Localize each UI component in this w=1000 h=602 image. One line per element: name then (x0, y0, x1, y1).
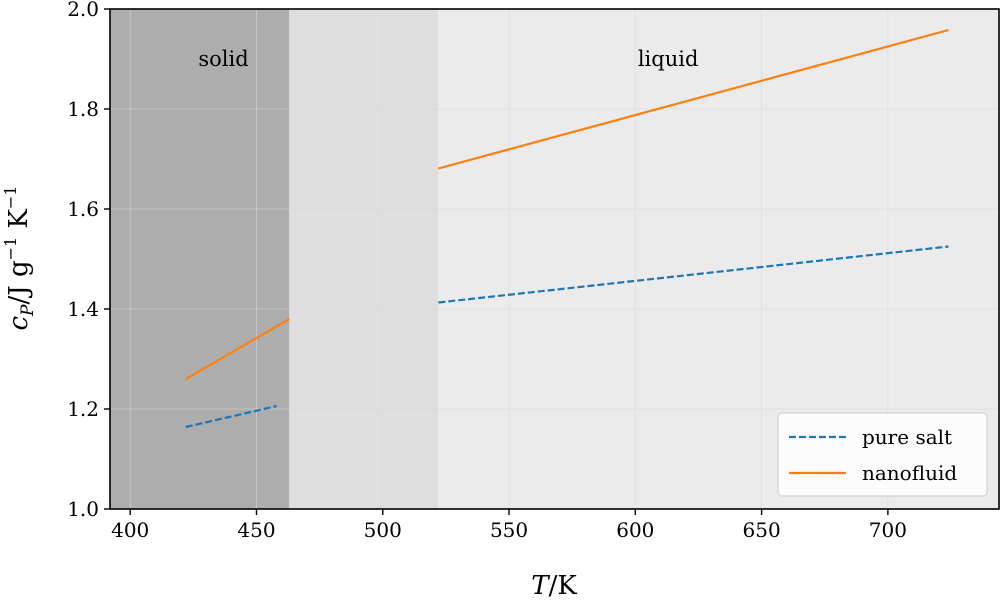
x-axis-symbol: T (531, 571, 550, 601)
series-0-segment-0 (185, 404, 277, 429)
x-tick-label-1: 450 (237, 518, 275, 542)
x-tick-label-0: 400 (111, 518, 149, 542)
y-axis-title: cP/J g−1 K−1 (1, 186, 38, 331)
x-tick-label-5: 650 (743, 518, 781, 542)
y-axis-exponent-2: −1 (1, 186, 20, 210)
legend: pure salt nanofluid (777, 412, 988, 497)
x-axis-unit: /K (549, 571, 578, 601)
x-tick-label-2: 500 (364, 518, 402, 542)
region-band-1 (289, 9, 439, 509)
y-axis-unit-2: K (4, 209, 34, 237)
y-axis-subscript: P (18, 304, 38, 317)
y-tick-label-2: 1.4 (67, 297, 99, 321)
legend-label-nanofluid: nanofluid (862, 461, 957, 485)
y-tick-label-0: 1.0 (67, 497, 99, 521)
y-tick-label-3: 1.6 (67, 197, 99, 221)
series-1-segment-0 (185, 318, 290, 380)
y-tick-label-4: 1.8 (67, 97, 99, 121)
y-tick-label-1: 1.2 (67, 397, 99, 421)
plot-frame (109, 8, 1000, 510)
region-band-0 (110, 9, 290, 509)
region-labels: solid liquid (198, 47, 698, 71)
y-axis-exponent-1: −1 (1, 237, 20, 261)
x-axis-title: T/K (531, 571, 577, 601)
y-tick-label-5: 2.0 (67, 0, 99, 21)
series-0-segment-1 (438, 245, 949, 304)
series-1-segment-1 (438, 28, 949, 170)
legend-label-pure-salt: pure salt (862, 425, 952, 449)
x-tick-label-6: 700 (869, 518, 907, 542)
x-tick-label-3: 550 (490, 518, 528, 542)
y-axis-symbol: c (4, 316, 34, 331)
x-tick-label-4: 600 (616, 518, 654, 542)
series-lines (185, 28, 949, 429)
region-label-1: liquid (638, 47, 699, 71)
axis-ticks: 400 450 500 550 600 650 700 1.0 1.2 1.4 1.6 1.8 2.0 (67, 0, 907, 542)
y-axis-unit: /J g (4, 260, 34, 304)
region-label-0: solid (198, 47, 248, 71)
